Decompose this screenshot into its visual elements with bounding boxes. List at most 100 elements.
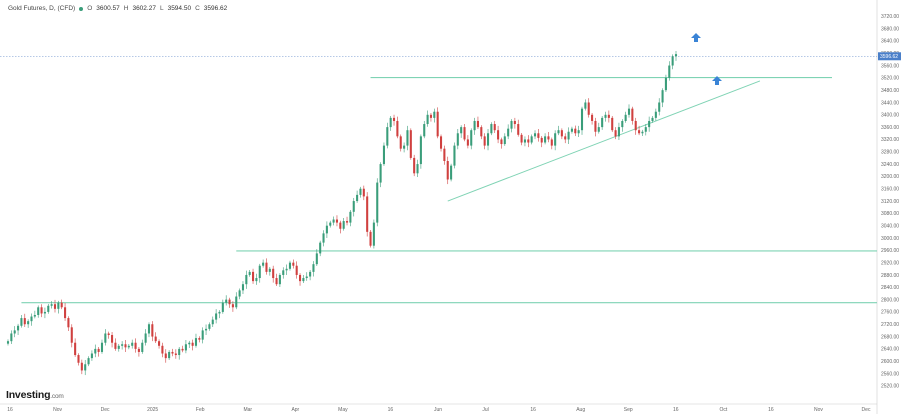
candle-body: [470, 130, 473, 146]
x-tick-label: 16: [388, 407, 394, 413]
y-tick-label: 2880.00: [881, 273, 899, 279]
candle-body: [107, 333, 110, 336]
y-tick-label: 3000.00: [881, 236, 899, 242]
candle-body: [614, 130, 617, 137]
candle-body: [47, 305, 50, 312]
candle-body: [648, 120, 651, 128]
candle-body: [413, 157, 416, 174]
candle-body: [433, 111, 436, 118]
candle-body: [389, 117, 392, 128]
candle-body: [352, 201, 355, 212]
candle-body: [218, 311, 221, 314]
candle-body: [507, 128, 510, 137]
candle-body: [319, 242, 322, 254]
logo-name: Investing: [6, 389, 51, 401]
candle-body: [513, 120, 516, 125]
candle-body: [456, 133, 459, 146]
candle-body: [282, 270, 285, 275]
candle-body: [644, 127, 647, 132]
y-tick-label: 3560.00: [881, 63, 899, 69]
y-tick-label: 2520.00: [881, 384, 899, 390]
candle-body: [325, 225, 328, 234]
candle-body: [241, 284, 245, 291]
candle-body: [359, 188, 362, 195]
candle-body: [480, 127, 483, 137]
candle-body: [161, 345, 164, 354]
high-label: H: [123, 5, 129, 12]
candle-body: [137, 348, 140, 352]
y-tick-label: 3720.00: [881, 14, 899, 20]
candle-body: [460, 127, 463, 134]
y-tick-label: 2720.00: [881, 322, 899, 328]
candle-body: [181, 348, 184, 351]
up-arrow-icon: [691, 33, 701, 42]
candle-body: [567, 131, 570, 140]
candle-body: [473, 120, 476, 131]
candle-body: [497, 130, 500, 140]
candle-body: [205, 328, 208, 331]
candle-body: [611, 117, 614, 131]
candle-body: [111, 335, 114, 343]
candle-body: [661, 90, 664, 103]
candle-body: [601, 117, 604, 128]
x-tick-label: Dec: [101, 407, 110, 413]
candle-body: [335, 219, 339, 223]
x-tick-label: Nov: [814, 407, 823, 413]
x-tick-label: Mar: [243, 407, 252, 413]
candle-body: [184, 344, 187, 351]
candle-body: [285, 268, 288, 271]
candle-body: [490, 124, 493, 134]
chart-header: Gold Futures, D, (CFD) O 3600.57 H 3602.27…: [8, 5, 227, 12]
x-tick-label: Dec: [862, 407, 871, 413]
candle-body: [100, 342, 104, 352]
candle-body: [453, 145, 456, 166]
candle-body: [520, 134, 523, 143]
x-tick-label: 16: [673, 407, 679, 413]
candle-body: [322, 233, 325, 243]
candle-body: [60, 302, 63, 308]
candle-body: [396, 120, 399, 137]
candle-body: [127, 345, 130, 348]
x-tick-label: Jun: [434, 407, 442, 413]
y-tick-label: 3640.00: [881, 39, 899, 45]
y-tick-label: 3200.00: [881, 174, 899, 180]
candle-body: [544, 136, 547, 143]
candle-body: [37, 307, 40, 315]
y-tick-label: 2600.00: [881, 359, 899, 365]
candle-body: [191, 342, 194, 346]
x-tick-label: Aug: [576, 407, 585, 413]
x-tick-label: 16: [7, 407, 13, 413]
candle-body: [252, 271, 255, 282]
y-tick-label: 3120.00: [881, 199, 899, 205]
candle-body: [134, 342, 137, 349]
x-tick-label: Oct: [719, 407, 727, 413]
candle-body: [309, 271, 312, 277]
candle-body: [228, 299, 231, 305]
candle-body: [369, 231, 372, 246]
y-tick-label: 3160.00: [881, 187, 899, 193]
candle-body: [215, 313, 218, 320]
uptrend-line: [447, 80, 761, 202]
candle-body: [275, 278, 278, 285]
candle-body: [362, 188, 365, 197]
candle-body: [87, 358, 90, 365]
y-tick-label: 3400.00: [881, 113, 899, 119]
candle-body: [537, 133, 540, 138]
candle-body: [349, 211, 352, 223]
candle-body: [483, 136, 486, 146]
candle-body: [554, 133, 557, 146]
candle-body: [450, 165, 453, 180]
candle-body: [533, 133, 537, 137]
candle-body: [540, 137, 543, 143]
candle-body: [97, 348, 100, 352]
candle-body: [272, 268, 275, 279]
x-tick-label: 16: [768, 407, 774, 413]
high-value: 3602.27: [132, 5, 156, 12]
y-tick-label: 3480.00: [881, 88, 899, 94]
candle-body: [268, 268, 271, 272]
candle-body: [423, 124, 426, 137]
candle-body: [121, 344, 124, 346]
y-tick-label: 2680.00: [881, 334, 899, 340]
close-value: 3596.62: [203, 5, 228, 12]
